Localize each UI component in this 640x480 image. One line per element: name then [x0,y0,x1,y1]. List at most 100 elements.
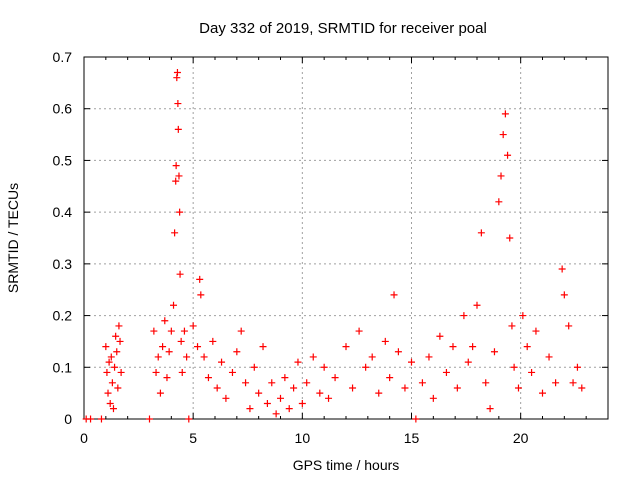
data-point [171,229,179,237]
data-point [228,368,236,376]
data-point [558,265,566,273]
data-point [539,389,546,397]
data-point [375,389,383,397]
x-tick-labels: 0 5 10 15 20 [80,430,529,446]
data-point [222,394,230,402]
x-tick-label: 5 [189,430,197,446]
data-point [412,415,420,423]
data-point [106,399,114,407]
data-point [174,100,182,108]
data-point [381,337,389,345]
y-tick-label: 0.5 [53,152,73,168]
data-point [174,125,182,133]
data-point [255,389,263,397]
y-tick-labels: 0 0.1 0.2 0.3 0.4 0.5 0.6 0.7 [53,49,73,427]
data-point [170,301,178,309]
data-point [111,363,119,371]
data-point [460,312,468,320]
data-point [303,379,311,387]
data-point [103,368,111,376]
data-point [523,343,531,351]
y-tick-label: 0.4 [53,204,73,220]
data-point [298,399,306,407]
data-point [281,374,289,382]
data-point [196,275,204,283]
data-point [418,379,426,387]
data-point [453,384,461,392]
y-tick-label: 0.2 [53,308,73,324]
data-point [87,415,95,423]
chart-title: Day 332 of 2019, SRMTID for receiver poa… [199,20,487,37]
data-point [107,353,115,361]
data-point [429,394,437,402]
data-point [161,317,169,325]
data-point [349,384,357,392]
data-point [150,327,158,335]
data-point [519,312,527,320]
data-point [108,379,116,387]
data-point [177,337,185,345]
data-point [165,348,173,356]
x-tick-label: 10 [295,430,311,446]
data-point [473,301,481,309]
data-point [573,363,581,371]
data-point [486,405,494,413]
axis-ticks [83,56,608,420]
grid-lines [84,57,608,419]
data-point [213,384,221,392]
data-point [173,69,181,77]
data-point [390,291,398,299]
data-point [362,363,370,371]
data-point [477,229,485,237]
data-point [200,353,208,361]
data-point [233,348,241,356]
data-point [394,348,402,356]
data-point [497,172,505,180]
data-point [490,348,498,356]
data-point [495,198,503,206]
data-point [180,327,188,335]
data-point [112,332,120,340]
data-point [294,358,302,366]
data-point [401,384,409,392]
data-point [436,332,444,340]
data-point [146,415,153,423]
data-point [209,337,217,345]
data-point [178,368,186,376]
data-point [532,327,540,335]
data-point [499,131,507,139]
data-point [237,327,245,335]
data-point [102,343,110,351]
data-point [173,74,181,82]
data-point [425,353,433,361]
data-point [159,343,167,351]
data-point [116,337,124,345]
data-point [449,343,457,351]
data-point [250,363,258,371]
data-point [176,208,184,216]
data-point [501,110,509,118]
y-axis-label: SRMTID / TECUs [5,183,21,293]
data-point [163,374,171,382]
data-point [320,363,328,371]
y-tick-label: 0 [64,411,72,427]
data-point [514,384,522,392]
data-point [105,358,113,366]
data-point [277,394,284,402]
data-point [504,151,512,159]
data-point [204,374,212,382]
data-point [194,343,202,351]
data-point [183,353,191,361]
data-point [290,384,298,392]
data-point [464,358,472,366]
data-point [578,384,586,392]
data-point [565,322,573,330]
data-point [175,172,183,180]
data-point [469,343,477,351]
data-point [285,405,293,413]
data-point [109,405,117,413]
data-point [510,363,518,371]
data-point [113,348,121,356]
data-point [442,368,450,376]
